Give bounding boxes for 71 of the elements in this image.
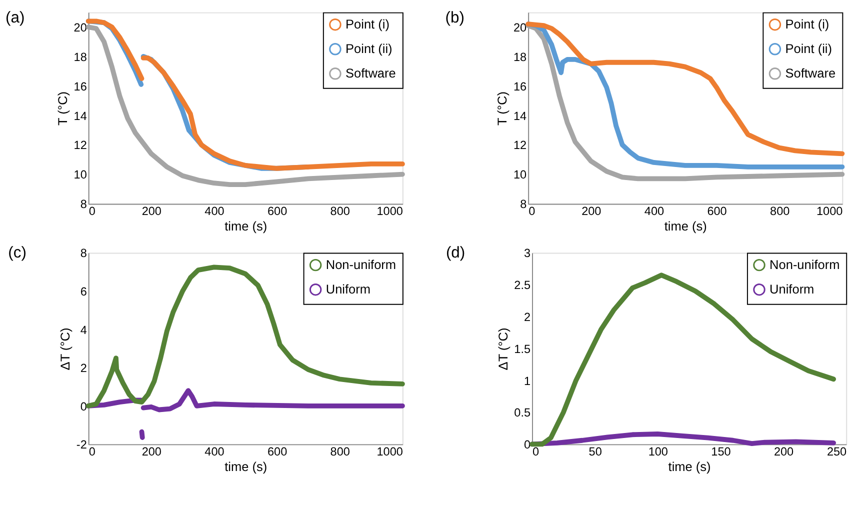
x-tick-label: 600 [267, 205, 288, 218]
x-tick-label: 600 [707, 205, 728, 218]
y-axis-title: ΔT (°C) [58, 328, 73, 370]
y-tick-label: 1.5 [514, 342, 531, 356]
legend-label: Point (i) [346, 16, 390, 32]
y-tick-label: 16 [514, 80, 528, 94]
y-tick-label: 8 [80, 198, 88, 212]
y-tick-label: -2 [76, 438, 87, 452]
y-tick-label: 14 [514, 110, 528, 123]
y-tick-label: 2 [80, 362, 87, 376]
legend-label: Point (ii) [346, 41, 392, 56]
legend-label: Software [346, 66, 396, 81]
legend-label: Point (ii) [785, 41, 832, 56]
y-axis-title: ΔT (°C) [495, 328, 510, 370]
chart-title: (d) [446, 244, 466, 262]
legend-label: Non-uniform [326, 256, 396, 272]
chart-title: (c) [8, 244, 26, 262]
y-tick-label: 10 [74, 168, 88, 182]
y-axis-title: T (°C) [54, 92, 70, 126]
y-tick-label: 2 [524, 311, 531, 324]
legend-label: Software [785, 66, 836, 81]
y-tick-label: 20 [514, 21, 528, 34]
x-axis-title: time (s) [664, 218, 707, 234]
chart-title: (b) [445, 10, 464, 27]
x-axis-title: time (s) [224, 459, 268, 474]
x-tick-label: 0 [88, 205, 96, 218]
y-tick-label: 18 [74, 50, 88, 64]
y-tick-label: 8 [520, 198, 528, 212]
chart-title: (a) [6, 10, 25, 27]
x-tick-label: 200 [582, 205, 602, 218]
x-tick-label: 400 [644, 205, 664, 218]
y-tick-label: 6 [80, 285, 88, 298]
y-tick-label: 4 [80, 324, 88, 337]
x-axis-title: time (s) [668, 459, 711, 474]
legend-label: Uniform [326, 282, 371, 297]
x-tick-label: 150 [711, 445, 732, 458]
x-tick-label: 400 [204, 205, 225, 218]
x-tick-label: 800 [330, 445, 350, 458]
y-tick-label: 16 [74, 80, 88, 94]
x-tick-label: 0 [88, 445, 96, 458]
x-tick-label: 400 [204, 445, 225, 458]
x-tick-label: 1000 [376, 445, 404, 458]
x-tick-label: 1000 [376, 205, 404, 218]
x-tick-label: 800 [330, 205, 350, 218]
y-tick-label: 3 [524, 247, 531, 260]
x-tick-label: 50 [588, 445, 602, 458]
y-tick-label: 2.5 [514, 279, 531, 292]
legend-label: Non-uniform [770, 256, 840, 272]
y-tick-label: 8 [80, 247, 88, 260]
x-axis-title: time (s) [224, 218, 268, 234]
x-tick-label: 0 [532, 445, 540, 458]
x-tick-label: 200 [142, 205, 162, 218]
line-series [530, 272, 836, 447]
x-tick-label: 200 [142, 445, 162, 458]
x-tick-label: 250 [826, 445, 848, 458]
y-tick-label: 10 [514, 168, 528, 182]
x-tick-label: 100 [648, 445, 668, 458]
legend-label: Point (i) [785, 16, 830, 32]
y-tick-label: 20 [74, 21, 88, 34]
y-tick-label: 1 [524, 374, 531, 388]
y-axis-title: T (°C) [494, 92, 510, 126]
x-tick-label: 200 [774, 445, 794, 458]
x-tick-label: 600 [267, 445, 288, 458]
y-tick-label: 12 [514, 139, 527, 152]
x-tick-label: 1000 [816, 205, 844, 218]
legend-label: Uniform [770, 282, 814, 297]
y-tick-label: 0.5 [514, 406, 531, 420]
x-tick-label: 800 [770, 205, 790, 218]
y-tick-label: 14 [74, 110, 88, 123]
y-tick-label: 12 [74, 139, 87, 152]
y-tick-label: 18 [514, 50, 528, 64]
